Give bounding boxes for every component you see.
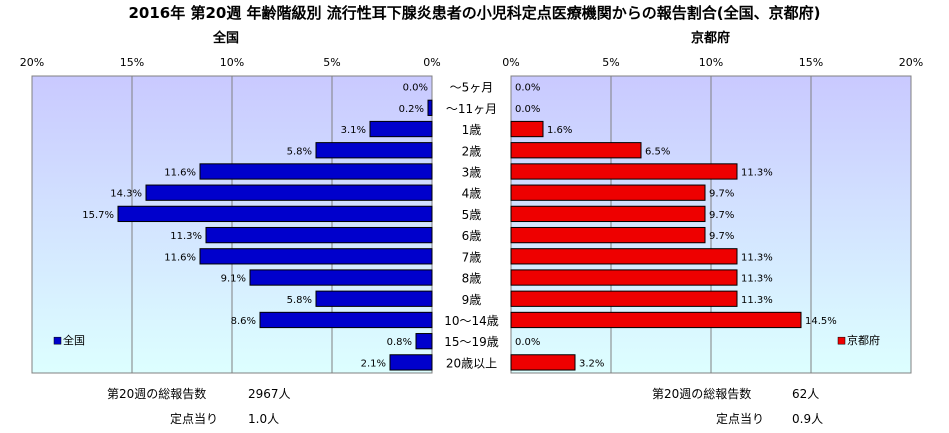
national-data-label: 5.8% — [287, 146, 312, 157]
age-category-label: 6歳 — [462, 229, 482, 243]
national-data-label: 11.3% — [170, 231, 202, 242]
kyoto-tick-label: 0% — [502, 56, 519, 69]
national-total-value: 2967人 — [248, 387, 291, 401]
kyoto-legend-swatch — [837, 336, 846, 345]
kyoto-bar — [510, 248, 738, 265]
national-bar — [205, 226, 433, 244]
kyoto-bar — [510, 184, 706, 201]
national-total-label: 第20週の総報告数 — [107, 387, 207, 401]
chart-title: 2016年 第20週 年齢階級別 流行性耳下腺炎患者の小児科定点医療機関からの報… — [128, 4, 821, 22]
national-tick-label: 5% — [323, 56, 340, 69]
kyoto-data-label: 9.7% — [709, 231, 734, 242]
kyoto-data-label: 11.3% — [741, 167, 773, 178]
national-tick-label: 0% — [423, 56, 440, 69]
national-per-label: 定点当り — [170, 412, 219, 426]
kyoto-bar — [510, 142, 642, 159]
age-category-label: 5歳 — [462, 208, 482, 222]
kyoto-data-label: 9.7% — [709, 189, 734, 200]
kyoto-bar — [510, 226, 706, 244]
national-bar — [199, 248, 433, 265]
national-legend-label: 全国 — [63, 333, 85, 347]
kyoto-data-label: 6.5% — [645, 146, 670, 157]
kyoto-per-value: 0.9人 — [792, 412, 824, 426]
kyoto-data-label: 3.2% — [579, 358, 604, 369]
national-bar — [259, 311, 433, 329]
kyoto-tick-label: 5% — [602, 56, 619, 69]
national-bar — [249, 269, 433, 286]
national-bar — [369, 120, 433, 138]
national-data-label: 9.1% — [221, 274, 246, 285]
kyoto-data-label: 0.0% — [515, 104, 540, 115]
kyoto-total-label: 第20週の総報告数 — [652, 387, 752, 401]
kyoto-data-label: 11.3% — [741, 252, 773, 263]
national-tick-label: 15% — [120, 56, 144, 69]
national-per-value: 1.0人 — [248, 412, 280, 426]
kyoto-data-label: 0.0% — [515, 337, 540, 348]
national-data-label: 0.0% — [403, 83, 428, 94]
national-bar — [117, 205, 433, 223]
age-category-label: ～5ヶ月 — [450, 81, 494, 95]
kyoto-data-label: 11.3% — [741, 295, 773, 306]
national-legend-swatch — [53, 336, 62, 345]
national-data-label: 0.2% — [399, 104, 424, 115]
national-data-label: 3.1% — [341, 125, 366, 136]
national-bar — [415, 333, 433, 350]
national-bar — [199, 163, 433, 180]
kyoto-bar — [510, 163, 738, 180]
national-data-label: 11.6% — [164, 252, 196, 263]
kyoto-per-label: 定点当り — [716, 412, 765, 426]
age-category-label: 2歳 — [462, 144, 482, 158]
kyoto-bar — [510, 205, 706, 223]
kyoto-panel-title: 京都府 — [691, 31, 731, 46]
kyoto-bar — [510, 290, 738, 307]
national-data-label: 15.7% — [82, 210, 114, 221]
kyoto-bar — [510, 354, 576, 371]
kyoto-tick-label: 20% — [899, 56, 923, 69]
age-category-label: 4歳 — [462, 187, 482, 201]
kyoto-bar — [510, 311, 802, 329]
national-bar — [315, 290, 433, 307]
age-category-label: 7歳 — [462, 250, 482, 264]
kyoto-legend-label: 京都府 — [847, 333, 880, 347]
kyoto-total-value: 62人 — [792, 387, 820, 401]
age-category-label: 8歳 — [462, 272, 482, 286]
kyoto-bar — [510, 269, 738, 286]
national-bar — [315, 142, 433, 159]
national-bar — [389, 354, 433, 371]
age-category-label: 3歳 — [462, 165, 482, 179]
kyoto-tick-label: 15% — [799, 56, 823, 69]
kyoto-data-label: 14.5% — [805, 316, 837, 327]
kyoto-data-label: 9.7% — [709, 210, 734, 221]
national-bar — [427, 99, 433, 116]
age-category-label: 1歳 — [462, 123, 482, 137]
national-data-label: 8.6% — [231, 316, 256, 327]
national-tick-label: 10% — [220, 56, 244, 69]
national-data-label: 2.1% — [361, 358, 386, 369]
age-category-label: 10～14歳 — [444, 314, 499, 328]
national-data-label: 5.8% — [287, 295, 312, 306]
age-category-label: 9歳 — [462, 293, 482, 307]
national-bar — [145, 184, 433, 201]
kyoto-data-label: 11.3% — [741, 274, 773, 285]
national-tick-label: 20% — [20, 56, 44, 69]
kyoto-data-label: 1.6% — [547, 125, 572, 136]
age-category-label: 20歳以上 — [446, 356, 497, 370]
kyoto-bar — [510, 120, 544, 138]
age-category-label: ～11ヶ月 — [446, 102, 497, 116]
national-data-label: 0.8% — [387, 337, 412, 348]
national-data-label: 11.6% — [164, 167, 196, 178]
kyoto-tick-label: 10% — [699, 56, 723, 69]
national-panel-title: 全国 — [213, 31, 240, 46]
national-data-label: 14.3% — [110, 189, 142, 200]
age-category-label: 15～19歳 — [444, 335, 499, 349]
kyoto-data-label: 0.0% — [515, 83, 540, 94]
